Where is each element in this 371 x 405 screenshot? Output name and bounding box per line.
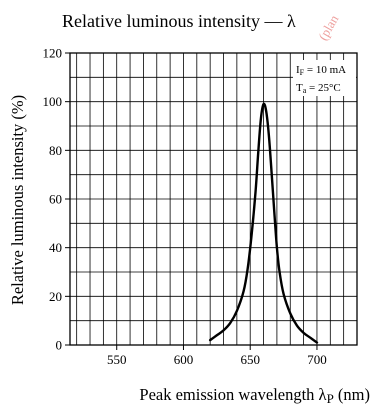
x-axis-label-subscript: P	[327, 391, 334, 405]
annotation-temp-subscript: a	[303, 86, 307, 95]
annotation-background	[293, 60, 356, 96]
y-tick-label: 40	[49, 240, 62, 255]
series	[208, 102, 319, 344]
x-tick-label: 550	[107, 352, 127, 367]
y-tick-label: 120	[43, 46, 63, 61]
x-axis-label-unit: (nm)	[334, 385, 370, 404]
y-tick-label: 60	[49, 192, 62, 207]
grid	[69, 52, 358, 346]
y-tick-label: 100	[43, 94, 63, 109]
x-tick-label: 650	[240, 352, 260, 367]
svg-text:Ta = 25°C: Ta = 25°C	[296, 82, 341, 95]
x-tick-label: 700	[307, 352, 327, 367]
annotation-temp-value: = 25°C	[306, 82, 340, 94]
x-tick-label: 600	[174, 352, 194, 367]
annotation-current-value: = 10 mA	[304, 64, 346, 76]
watermark: (plan	[315, 12, 342, 43]
y-axis-label: Relative luminous intensity (%)	[8, 95, 27, 305]
annotation-temp-symbol: T	[296, 82, 303, 94]
annotation-current-symbol: I	[296, 64, 300, 76]
tick-labels: 550 600 650 700 0 20 40 60 80 100 120	[43, 46, 327, 368]
series-line	[208, 102, 319, 344]
x-axis-label-main: Peak emission wavelength λ	[139, 385, 326, 404]
annotation-current-subscript: F	[300, 68, 305, 77]
y-tick-label: 80	[49, 143, 62, 158]
svg-text:IF = 10 mA: IF = 10 mA	[296, 64, 346, 77]
y-tick-label: 20	[49, 289, 62, 304]
conditions-annotation: IF = 10 mA Ta = 25°C	[293, 60, 356, 96]
chart-title: Relative luminous intensity — λ	[62, 11, 296, 31]
x-axis-label: Peak emission wavelength λP (nm)	[139, 385, 370, 405]
y-tick-label: 0	[56, 338, 63, 353]
